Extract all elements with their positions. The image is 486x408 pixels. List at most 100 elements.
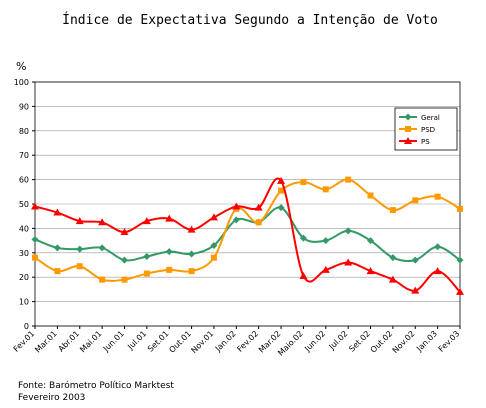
x-tick-label: Jun.02 — [302, 329, 327, 354]
point — [389, 207, 396, 214]
point — [322, 237, 330, 245]
point — [232, 202, 241, 210]
y-tick-label: 30 — [19, 249, 29, 258]
point — [121, 276, 128, 283]
legend-label: PS — [421, 138, 430, 146]
point — [321, 265, 330, 273]
point — [404, 113, 412, 121]
point — [299, 234, 307, 242]
x-tick-label: Set.02 — [347, 329, 372, 354]
point — [142, 217, 151, 225]
point — [456, 287, 464, 295]
point — [210, 254, 217, 261]
point — [434, 193, 441, 200]
point — [278, 187, 285, 194]
x-tick-label: Jun.01 — [101, 329, 126, 354]
y-tick-label: 100 — [14, 78, 29, 87]
point — [255, 219, 262, 226]
y-tick-label: 20 — [19, 273, 29, 282]
point — [53, 208, 62, 216]
y-tick-label: 60 — [19, 176, 29, 185]
point — [277, 204, 285, 212]
point — [344, 227, 352, 235]
y-axis-label: % — [16, 60, 26, 73]
y-tick-label: 90 — [19, 102, 29, 111]
point — [412, 197, 419, 204]
point — [345, 176, 352, 183]
point — [367, 192, 374, 199]
x-tick-label: Maio.02 — [276, 329, 305, 358]
y-tick-label: 70 — [19, 151, 29, 160]
point — [143, 252, 151, 260]
line — [34, 177, 461, 293]
point — [389, 254, 397, 262]
y-tick-label: 0 — [24, 322, 29, 331]
point — [98, 244, 106, 252]
point — [165, 248, 173, 256]
point — [32, 254, 38, 261]
point — [300, 179, 307, 186]
point — [210, 241, 218, 249]
x-tick-label: Jul.02 — [327, 329, 350, 352]
point — [98, 218, 107, 226]
x-tick-label: Jul.01 — [125, 329, 148, 352]
x-tick-label: Out.02 — [369, 329, 395, 355]
x-tick-label: Mar.01 — [33, 329, 59, 355]
point — [120, 256, 128, 264]
x-tick-label: Set.01 — [146, 329, 171, 354]
x-tick-label: Jan.03 — [414, 329, 439, 354]
point — [54, 268, 61, 275]
legend-label: Geral — [421, 114, 440, 122]
y-tick-label: 50 — [19, 200, 29, 209]
y-tick-label: 40 — [19, 224, 29, 233]
point — [31, 202, 39, 210]
point — [405, 126, 411, 132]
point — [344, 258, 353, 266]
point — [322, 186, 329, 193]
date: Fevereiro 2003 — [18, 393, 85, 403]
point — [120, 228, 129, 236]
point — [143, 270, 150, 277]
point — [404, 137, 412, 144]
x-tick-label: Fev.01 — [12, 329, 37, 354]
point — [433, 267, 442, 275]
x-tick-label: Nov.02 — [391, 329, 417, 355]
y-tick-label: 10 — [19, 298, 29, 307]
point — [367, 237, 375, 245]
point — [411, 286, 420, 294]
point — [456, 256, 464, 264]
x-tick-label: Jan.02 — [213, 329, 238, 354]
point — [299, 271, 308, 279]
point — [76, 263, 83, 270]
point — [277, 176, 286, 184]
point — [411, 256, 419, 264]
point — [254, 203, 263, 211]
chart-title: Índice de Expectativa Segundo a Intenção… — [62, 12, 438, 28]
x-tick-label: Fev.03 — [437, 329, 462, 354]
point — [232, 216, 240, 224]
x-tick-label: Out.01 — [167, 329, 193, 355]
x-tick-label: Nov.01 — [189, 329, 215, 355]
point — [76, 245, 84, 253]
line — [34, 178, 461, 282]
point — [457, 205, 463, 212]
point — [188, 268, 195, 275]
point — [434, 243, 442, 251]
point — [187, 225, 196, 233]
point — [209, 213, 218, 221]
point — [99, 276, 106, 283]
point — [165, 214, 174, 222]
source: Fonte: Barómetro Político Marktest — [18, 380, 174, 391]
legend-label: PSD — [421, 126, 435, 134]
x-tick-label: Fev.02 — [235, 329, 260, 354]
point — [166, 266, 173, 273]
point — [188, 250, 196, 258]
x-tick-label: Abr.01 — [57, 329, 82, 354]
y-tick-label: 80 — [19, 127, 29, 136]
point — [31, 235, 39, 243]
point — [53, 244, 61, 252]
point — [366, 267, 375, 275]
point — [388, 275, 397, 283]
point — [75, 217, 84, 225]
x-tick-label: Mai.01 — [78, 329, 103, 354]
